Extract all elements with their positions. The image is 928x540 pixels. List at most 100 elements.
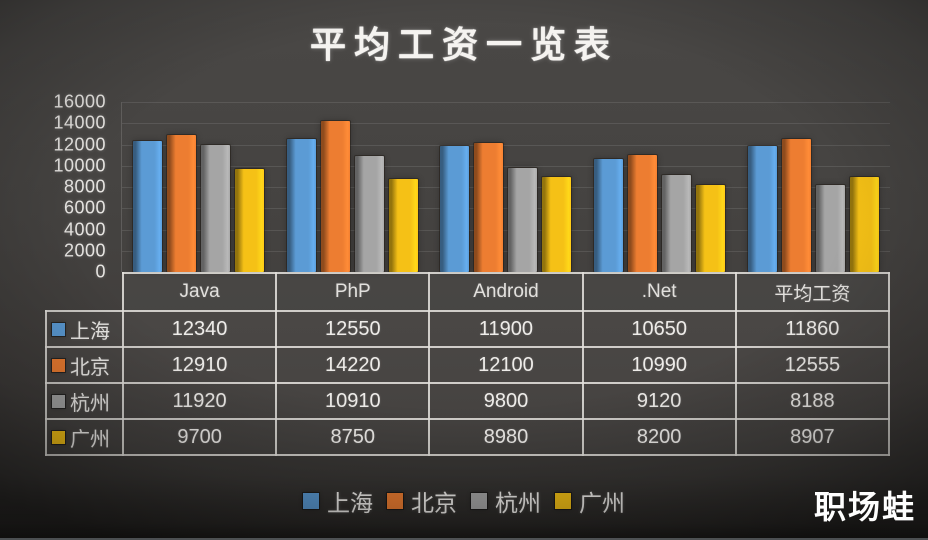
column-header-PhP: PhP (275, 272, 431, 312)
series-name-label: 杭州 (70, 392, 110, 415)
value-cell-广州-Android: 8980 (428, 418, 584, 456)
bar-北京-Java (167, 134, 197, 272)
legend-swatch-icon (555, 493, 571, 509)
bar-北京-平均工资 (781, 138, 811, 272)
legend-label: 北京 (411, 490, 457, 516)
value-cell-杭州-Android: 9800 (428, 382, 584, 420)
bar-group-.Net (583, 102, 737, 272)
value-cell-广州-Java: 9700 (121, 418, 278, 456)
value-cell-杭州-PhP: 10910 (275, 382, 431, 420)
bar-北京-PhP (320, 120, 350, 272)
y-tick-label: 6000 (63, 197, 106, 218)
bar-杭州-平均工资 (815, 185, 845, 272)
legend-swatch-icon (303, 493, 319, 509)
series-name-label: 广州 (70, 428, 110, 451)
y-tick-label: 12000 (53, 134, 106, 154)
bar-广州-Java (235, 168, 265, 272)
row-header-inner: 上海 (52, 315, 122, 344)
legend-item-上海: 上海 (303, 484, 373, 518)
table-row-北京: 北京 12910 14220 12100 10990 12555 (45, 346, 891, 384)
row-header-inner: 杭州 (52, 387, 122, 416)
series-name-label: 上海 (70, 320, 110, 343)
y-tick-label: 16000 (53, 91, 106, 112)
y-tick-label: 14000 (53, 112, 106, 133)
chart-title: 平均工资一览表 (309, 24, 618, 66)
table-row-杭州: 杭州 11920 10910 9800 9120 8188 (45, 382, 891, 420)
column-header-Android: Android (428, 272, 584, 312)
bar-上海-Android (440, 145, 470, 272)
bar-上海-平均工资 (747, 146, 777, 272)
column-header-.Net: .Net (581, 272, 737, 312)
legend-label: 杭州 (495, 490, 541, 516)
value-cell-杭州-Java: 11920 (121, 382, 278, 420)
legend-item-广州: 广州 (555, 484, 625, 518)
bar-广州-PhP (388, 179, 418, 272)
salary-table: Java PhP Android .Net 平均工资 上海 12340 12550 11900 1… (45, 272, 891, 456)
value-cell-上海-Java: 12340 (121, 310, 278, 348)
value-cell-北京-平均工资: 12555 (734, 346, 891, 384)
bar-group-PhP (276, 102, 430, 272)
table-header-row: Java PhP Android .Net 平均工资 (46, 272, 891, 312)
value-cell-北京-.Net: 10990 (581, 346, 737, 384)
plot-area (121, 102, 890, 272)
row-header-inner: 北京 (52, 351, 122, 380)
row-header-inner: 广州 (52, 423, 122, 452)
y-tick-label: 8000 (63, 176, 106, 197)
bar-广州-.Net (696, 184, 726, 272)
y-axis: 16000 14000 12000 10000 8000 6000 4000 2000 0 (24, 92, 106, 282)
data-table: Java PhP Android .Net 平均工资 上海 12340 12550 11900 1… (45, 272, 891, 456)
value-cell-杭州-.Net: 9120 (581, 382, 737, 420)
value-cell-北京-Android: 12100 (428, 346, 584, 384)
legend-item-北京: 北京 (387, 484, 457, 518)
y-tick-label: 4000 (63, 219, 106, 239)
bar-上海-.Net (594, 158, 624, 272)
value-cell-广州-.Net: 8200 (581, 418, 737, 456)
watermark-text: 职场蛙 (813, 489, 916, 525)
value-cell-杭州-平均工资: 8188 (734, 382, 891, 420)
value-cell-北京-PhP: 14220 (275, 346, 431, 384)
bar-北京-Android (474, 143, 504, 272)
value-cell-上海-平均工资: 11860 (734, 310, 891, 348)
column-header-平均工资: 平均工资 (734, 272, 891, 312)
y-tick-label: 10000 (53, 155, 106, 176)
value-cell-上海-Android: 11900 (428, 310, 584, 348)
value-cell-广州-PhP: 8750 (275, 418, 431, 456)
value-cell-上海-.Net: 10650 (581, 310, 737, 348)
value-cell-北京-Java: 12910 (121, 346, 278, 384)
bar-杭州-Java (201, 145, 231, 272)
bar-group-Java (122, 102, 276, 272)
bar-上海-PhP (286, 138, 316, 272)
legend-swatch-icon (471, 493, 487, 509)
value-cell-广州-平均工资: 8907 (734, 418, 891, 456)
series-key-icon (52, 322, 65, 336)
bar-杭州-Android (508, 167, 538, 272)
row-header-广州: 广州 (45, 418, 124, 456)
bar-北京-.Net (628, 155, 658, 272)
row-header-北京: 北京 (45, 346, 124, 384)
legend-label: 上海 (327, 490, 373, 516)
column-header-Java: Java (121, 272, 278, 312)
bar-groups (122, 102, 890, 272)
series-name-label: 北京 (70, 356, 110, 379)
table-row-广州: 广州 9700 8750 8980 8200 8907 (45, 418, 891, 456)
bar-杭州-PhP (354, 156, 384, 272)
value-cell-上海-PhP: 12550 (275, 310, 431, 348)
bar-group-Android (429, 102, 583, 272)
row-header-杭州: 杭州 (45, 382, 124, 420)
series-key-icon (52, 358, 65, 372)
bar-广州-Android (542, 176, 572, 272)
bar-广州-平均工资 (849, 177, 879, 272)
legend-swatch-icon (387, 493, 403, 509)
chart-legend: 上海 北京 杭州 广州 (0, 484, 928, 518)
y-tick-label: 2000 (63, 240, 106, 261)
table-row-上海: 上海 12340 12550 11900 10650 11860 (45, 310, 891, 348)
series-key-icon (52, 394, 65, 408)
bar-上海-Java (133, 140, 163, 272)
series-key-icon (52, 430, 65, 444)
legend-label: 广州 (579, 490, 625, 516)
table-corner-cell (46, 273, 123, 311)
row-header-上海: 上海 (45, 310, 124, 348)
bar-杭州-.Net (662, 175, 692, 272)
legend-item-杭州: 杭州 (471, 484, 541, 518)
